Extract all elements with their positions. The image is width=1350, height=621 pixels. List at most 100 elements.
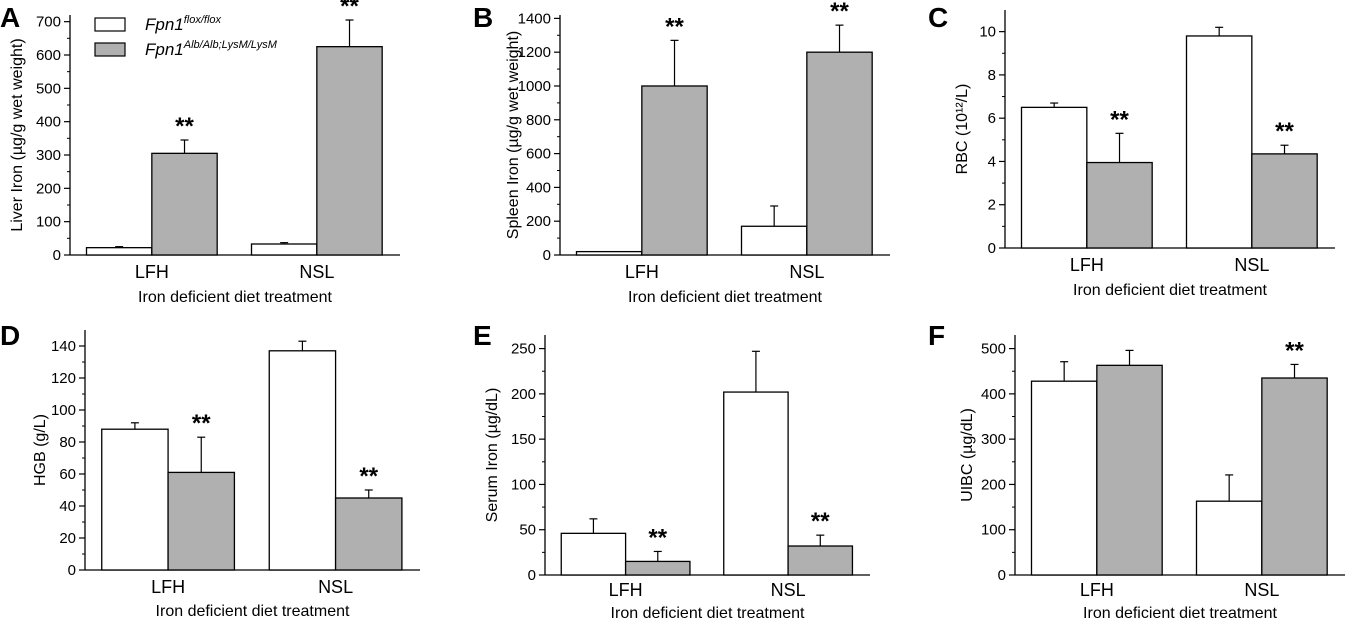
x-axis-title: Iron deficient diet treatment <box>156 603 350 620</box>
panel-e: E 0 50 100 150 200 250 Serum Iron (µg/dL) ** LFH *… <box>473 320 870 621</box>
bar-knockout <box>1251 153 1318 249</box>
bar-flox <box>723 391 789 576</box>
y-tick-label: 2 <box>988 197 996 214</box>
panel-f: F 0 100 200 300 400 500 UIBC (µg/dL) LFH ** NSL Iro… <box>928 320 1345 621</box>
panel-letter: C <box>928 2 948 33</box>
y-tick-label: 700 <box>36 14 61 31</box>
category-label: NSL <box>318 577 353 597</box>
y-tick-label: 200 <box>526 213 551 230</box>
y-tick-label: 500 <box>981 341 1006 358</box>
y-tick-label: 80 <box>59 434 76 451</box>
y-tick-label: 200 <box>511 386 536 403</box>
y-tick-label: 40 <box>59 498 76 515</box>
y-tick-label: 600 <box>36 47 61 64</box>
bar-flox <box>740 225 808 256</box>
y-tick-label: 50 <box>519 522 536 539</box>
category-label: NSL <box>1234 255 1269 275</box>
bar-knockout <box>1096 364 1163 576</box>
y-tick-label: 8 <box>988 67 996 84</box>
panel-a: A 0 100 200 300 400 500 600 700 Liver Iron (µg/g … <box>0 0 400 306</box>
significance-label: ** <box>665 13 684 40</box>
y-tick-label: 0 <box>543 247 551 264</box>
y-tick-label: 120 <box>51 370 76 387</box>
y-axis-title: RBC (10¹²/L) <box>954 84 971 175</box>
significance-label: ** <box>192 410 211 437</box>
y-tick-label: 1000 <box>518 78 551 95</box>
bar-flox <box>1185 35 1253 249</box>
y-tick-label: 300 <box>981 431 1006 448</box>
bar-knockout <box>1261 377 1328 576</box>
panel-b: B 0 200 400 600 800 1000 1200 1400 Spleen Iron (µ… <box>473 0 890 306</box>
bar-knockout <box>151 152 218 256</box>
bar-knockout <box>624 560 691 576</box>
x-axis-title: Iron deficient diet treatment <box>138 289 332 306</box>
y-tick-label: 10 <box>979 24 996 41</box>
y-tick-label: 0 <box>998 567 1006 584</box>
y-tick-label: 100 <box>981 522 1006 539</box>
y-axis-title: HGB (g/L) <box>32 414 49 486</box>
legend-label: Fpn1flox/flox <box>145 14 222 34</box>
y-axis-title: Serum Iron (µg/dL) <box>484 388 501 523</box>
y-tick-label: 0 <box>528 567 536 584</box>
y-tick-label: 1200 <box>518 44 551 61</box>
y-tick-label: 400 <box>981 386 1006 403</box>
y-tick-label: 140 <box>51 338 76 355</box>
category-label: LFH <box>151 577 185 597</box>
panel-letter: E <box>473 320 492 351</box>
y-tick-label: 800 <box>526 112 551 129</box>
legend-entry: Fpn1flox/flox <box>94 14 222 34</box>
y-tick-label: 250 <box>511 341 536 358</box>
category-label: LFH <box>625 262 659 282</box>
y-axis-title: Liver Iron (µg/g wet weight) <box>9 38 26 231</box>
y-tick-label: 400 <box>36 114 61 131</box>
significance-label: ** <box>648 524 667 551</box>
panel-letter: F <box>928 320 945 351</box>
bar-knockout <box>334 497 403 571</box>
panel-c: C 0 2 4 6 8 10 RBC (10¹²/L) ** LFH ** NSL Iron defic… <box>928 2 1335 299</box>
category-label: LFH <box>1080 580 1114 600</box>
bar-flox <box>268 350 337 571</box>
category-label: NSL <box>771 580 806 600</box>
legend-label: Fpn1Alb/Alb;LysM/LysM <box>145 39 278 59</box>
category-label: NSL <box>789 262 824 282</box>
bar-flox <box>101 428 169 571</box>
legend-entry: Fpn1Alb/Alb;LysM/LysM <box>94 39 278 59</box>
significance-label: ** <box>175 113 194 140</box>
y-tick-label: 100 <box>36 214 61 231</box>
significance-label: ** <box>811 508 830 535</box>
bar-flox <box>1020 106 1088 249</box>
y-tick-label: 400 <box>526 179 551 196</box>
y-tick-label: 60 <box>59 466 76 483</box>
y-tick-label: 0 <box>988 240 996 257</box>
y-tick-label: 600 <box>526 146 551 163</box>
panel-letter: B <box>473 2 493 33</box>
y-tick-label: 300 <box>36 147 61 164</box>
bar-flox <box>85 247 153 256</box>
y-tick-label: 0 <box>68 562 76 579</box>
y-axis-title: Spleen Iron (µg/g wet weight) <box>505 31 522 239</box>
significance-label: ** <box>359 463 378 490</box>
y-axis-title: UIBC (µg/dL) <box>959 408 976 502</box>
bar-knockout <box>787 545 854 576</box>
bar-flox <box>575 250 643 256</box>
bar-flox <box>250 243 318 256</box>
y-tick-label: 6 <box>988 110 996 127</box>
category-label: LFH <box>609 580 643 600</box>
bar-flox <box>560 532 627 576</box>
category-label: NSL <box>299 262 334 282</box>
y-tick-label: 1400 <box>518 10 551 27</box>
significance-label: ** <box>1110 106 1129 133</box>
bar-knockout <box>641 85 708 256</box>
bar-knockout <box>806 51 873 256</box>
panel-letter: A <box>0 2 20 33</box>
x-axis-title: Iron deficient diet treatment <box>1073 282 1267 299</box>
significance-label: ** <box>1275 118 1294 145</box>
bar-knockout <box>316 46 383 256</box>
legend-swatch <box>94 17 126 32</box>
panel-d: D 0 20 40 60 80 100 120 140 HGB (g/L) ** LFH ** NSL Ir… <box>0 320 420 620</box>
bar-knockout <box>167 471 236 571</box>
significance-label: ** <box>830 0 849 25</box>
y-tick-label: 4 <box>988 153 996 170</box>
